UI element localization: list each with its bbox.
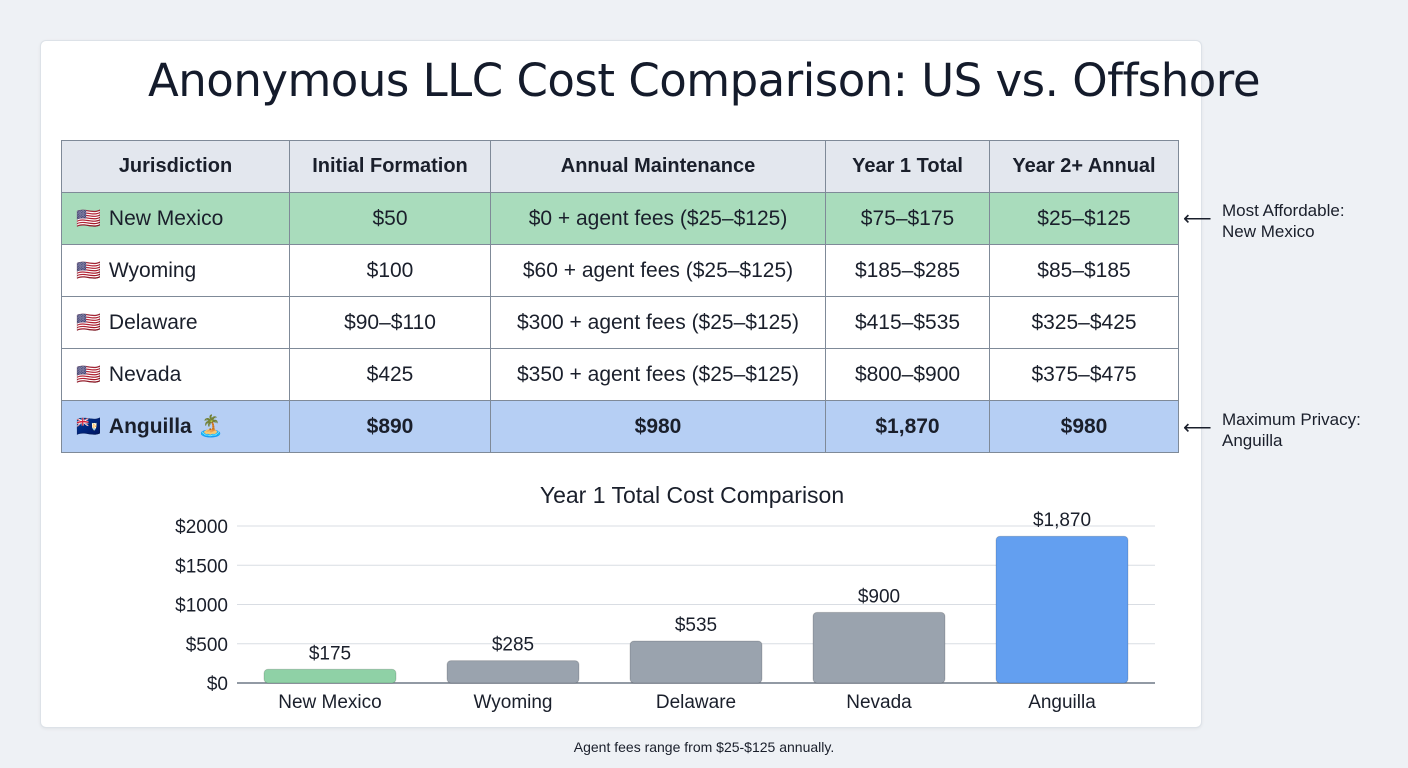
table-cell: $980 — [490, 400, 826, 453]
flag-icon: 🇦🇮 — [76, 416, 101, 438]
annotation-label: Maximum Privacy: — [1222, 410, 1361, 429]
table-cell: $1,870 — [825, 400, 990, 453]
flag-icon: 🇺🇸 — [76, 260, 101, 282]
table-cell: $90–$110 — [289, 296, 491, 349]
table-cell: $375–$475 — [989, 348, 1179, 401]
table-cell: $980 — [989, 400, 1179, 453]
x-tick-label: Anguilla — [1028, 692, 1096, 713]
y-tick-label: $1500 — [175, 556, 228, 577]
chart-title: Year 1 Total Cost Comparison — [539, 482, 845, 508]
arrow-left-icon: ⟵ — [1183, 208, 1212, 230]
annotation-value: New Mexico — [1222, 222, 1315, 241]
y-tick-label: $500 — [186, 635, 228, 656]
data-label: $535 — [675, 615, 717, 636]
annotation-label: Most Affordable: — [1222, 201, 1345, 220]
table-row: 🇺🇸 New Mexico $50 $0 + agent fees ($25–$125… — [61, 192, 1179, 245]
table-cell: $890 — [289, 400, 491, 453]
table-cell: $300 + agent fees ($25–$125) — [490, 296, 826, 349]
bar-new-mexico — [263, 668, 397, 684]
table-cell: $50 — [289, 192, 491, 245]
bar-nevada — [812, 611, 946, 684]
table-row: 🇦🇮 Anguilla 🏝️ $890 $980 $1,870 $980 — [61, 400, 1179, 453]
table-header-row: Jurisdiction Initial Formation Annual Ma… — [61, 140, 1179, 193]
annotation-value: Anguilla — [1222, 431, 1283, 450]
header-annual-maintenance: Annual Maintenance — [490, 140, 826, 193]
jurisdiction-cell: 🇺🇸 New Mexico — [61, 192, 290, 245]
jurisdiction-name: Delaware — [108, 311, 198, 334]
data-label: $900 — [858, 586, 900, 607]
y-tick-label: $0 — [207, 674, 228, 695]
data-label: $1,870 — [1033, 510, 1091, 531]
header-initial-formation: Initial Formation — [289, 140, 491, 193]
jurisdiction-name: New Mexico — [108, 207, 224, 230]
table-cell: $75–$175 — [825, 192, 990, 245]
flag-icon: 🇺🇸 — [76, 208, 101, 230]
footnote: Agent fees range from $25-$125 annually. — [573, 739, 835, 755]
table-cell: $0 + agent fees ($25–$125) — [490, 192, 826, 245]
y-tick-label: $2000 — [175, 517, 228, 538]
header-year2-annual: Year 2+ Annual — [989, 140, 1179, 193]
table-cell: $800–$900 — [825, 348, 990, 401]
bar-anguilla — [995, 535, 1129, 684]
data-label: $175 — [309, 643, 351, 664]
table-cell: $25–$125 — [989, 192, 1179, 245]
data-label: $285 — [492, 635, 534, 656]
x-tick-label: New Mexico — [278, 692, 381, 713]
table-cell: $325–$425 — [989, 296, 1179, 349]
table-cell: $60 + agent fees ($25–$125) — [490, 244, 826, 297]
flag-icon: 🇺🇸 — [76, 364, 101, 386]
bar-delaware — [629, 640, 763, 684]
x-tick-label: Delaware — [656, 692, 736, 713]
cost-table: Jurisdiction Initial Formation Annual Ma… — [61, 140, 1179, 453]
table-cell: $415–$535 — [825, 296, 990, 349]
table-cell: $85–$185 — [989, 244, 1179, 297]
jurisdiction-cell: 🇺🇸 Wyoming — [61, 244, 290, 297]
arrow-left-icon: ⟵ — [1183, 417, 1212, 439]
flag-icon: 🇺🇸 — [76, 312, 101, 334]
jurisdiction-name: Anguilla — [108, 415, 192, 438]
page-title: Anonymous LLC Cost Comparison: US vs. Of… — [147, 54, 1261, 107]
jurisdiction-name: Nevada — [108, 363, 182, 386]
table-cell: $100 — [289, 244, 491, 297]
table-row: 🇺🇸 Delaware $90–$110 $300 + agent fees ($25… — [61, 296, 1179, 349]
x-tick-label: Nevada — [846, 692, 912, 713]
jurisdiction-name: Wyoming — [108, 259, 197, 282]
bar-wyoming — [446, 660, 580, 684]
y-tick-label: $1000 — [175, 596, 228, 617]
palm-tree-icon: 🏝️ — [197, 415, 224, 438]
table-cell: $350 + agent fees ($25–$125) — [490, 348, 826, 401]
x-tick-label: Wyoming — [473, 692, 552, 713]
